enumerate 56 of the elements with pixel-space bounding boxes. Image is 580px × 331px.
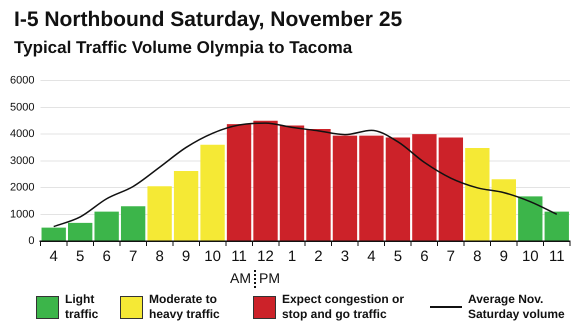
bar (359, 136, 384, 240)
x-tick-label: 7 (446, 248, 456, 266)
chart-title: I-5 Northbound Saturday, November 25 (14, 8, 402, 32)
x-tick-label: 10 (522, 248, 539, 266)
x-tick-label: 6 (102, 248, 111, 266)
bar (465, 148, 490, 240)
legend-label: Expect congestion or stop and go traffic (282, 292, 406, 322)
x-tick-label: 11 (548, 248, 565, 266)
bar (492, 179, 516, 240)
bar (386, 138, 410, 240)
bar (332, 136, 358, 240)
bar (306, 128, 331, 240)
x-tick-label: 3 (340, 248, 350, 266)
x-tick-label: 10 (204, 248, 221, 266)
y-tick-label: 1000 (10, 208, 34, 220)
x-tick-label: 5 (394, 248, 402, 266)
bar (68, 222, 92, 240)
x-tick-label: 8 (155, 248, 164, 266)
y-tick-label: 3000 (10, 154, 34, 167)
y-tick-label: 0 (28, 235, 34, 248)
x-tick-label: 4 (50, 248, 58, 266)
x-tick-label: 7 (128, 248, 138, 266)
bar (280, 126, 304, 240)
bar (253, 120, 278, 240)
y-tick-label: 6000 (10, 74, 34, 87)
line-series (52, 122, 558, 228)
y-tick-label: 5000 (10, 101, 34, 114)
x-tick-label: 9 (182, 248, 190, 266)
x-tick-label: 1 (288, 248, 296, 266)
chart-subtitle: Typical Traffic Volume Olympia to Tacoma (14, 38, 352, 58)
x-tick-label: 4 (367, 248, 376, 266)
bar (518, 196, 542, 240)
bar (544, 212, 569, 240)
y-tick-label: 4000 (10, 128, 34, 140)
x-tick-label: 5 (76, 248, 84, 266)
bar (94, 212, 119, 240)
legend-label: Average Nov. Saturday volume (468, 292, 566, 322)
bar (42, 228, 66, 240)
bar (147, 186, 172, 240)
x-tick-label: 6 (420, 248, 429, 266)
bar (120, 206, 146, 240)
bar (412, 134, 437, 240)
bar (174, 170, 198, 240)
legend-label: Light traffic (65, 292, 100, 322)
bar (226, 124, 252, 240)
y-tick-label: 2000 (10, 182, 34, 194)
bar (438, 138, 464, 240)
x-tick-label: 11 (231, 248, 247, 266)
text: PM (259, 270, 280, 286)
bar (200, 144, 225, 240)
x-tick-label: 8 (473, 248, 482, 266)
text: AM (230, 270, 251, 286)
x-tick-label: 12 (257, 248, 274, 266)
x-tick-label: 2 (314, 248, 323, 266)
x-tick-label: 9 (500, 248, 508, 266)
legend-label: Moderate to heavy traffic (149, 292, 221, 322)
